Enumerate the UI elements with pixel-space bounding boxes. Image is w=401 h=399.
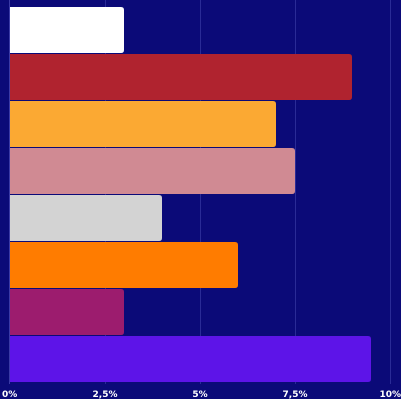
x-tick-label: 2,5% [93, 390, 118, 399]
bar [10, 242, 238, 288]
bar [10, 148, 295, 194]
x-tick-label: 7,5% [283, 390, 308, 399]
x-tick-label: 10% [379, 390, 401, 399]
bar [10, 336, 371, 382]
bar [10, 195, 162, 241]
bar [10, 289, 124, 335]
x-tick-label: 5% [192, 390, 207, 399]
bar [10, 54, 352, 100]
bar [10, 7, 124, 53]
x-tick-label: 0% [2, 390, 17, 399]
bar [10, 101, 276, 147]
bar-series [10, 7, 371, 382]
x-axis-ticks: 0% 2,5% 5% 7,5% 10% [2, 390, 401, 399]
